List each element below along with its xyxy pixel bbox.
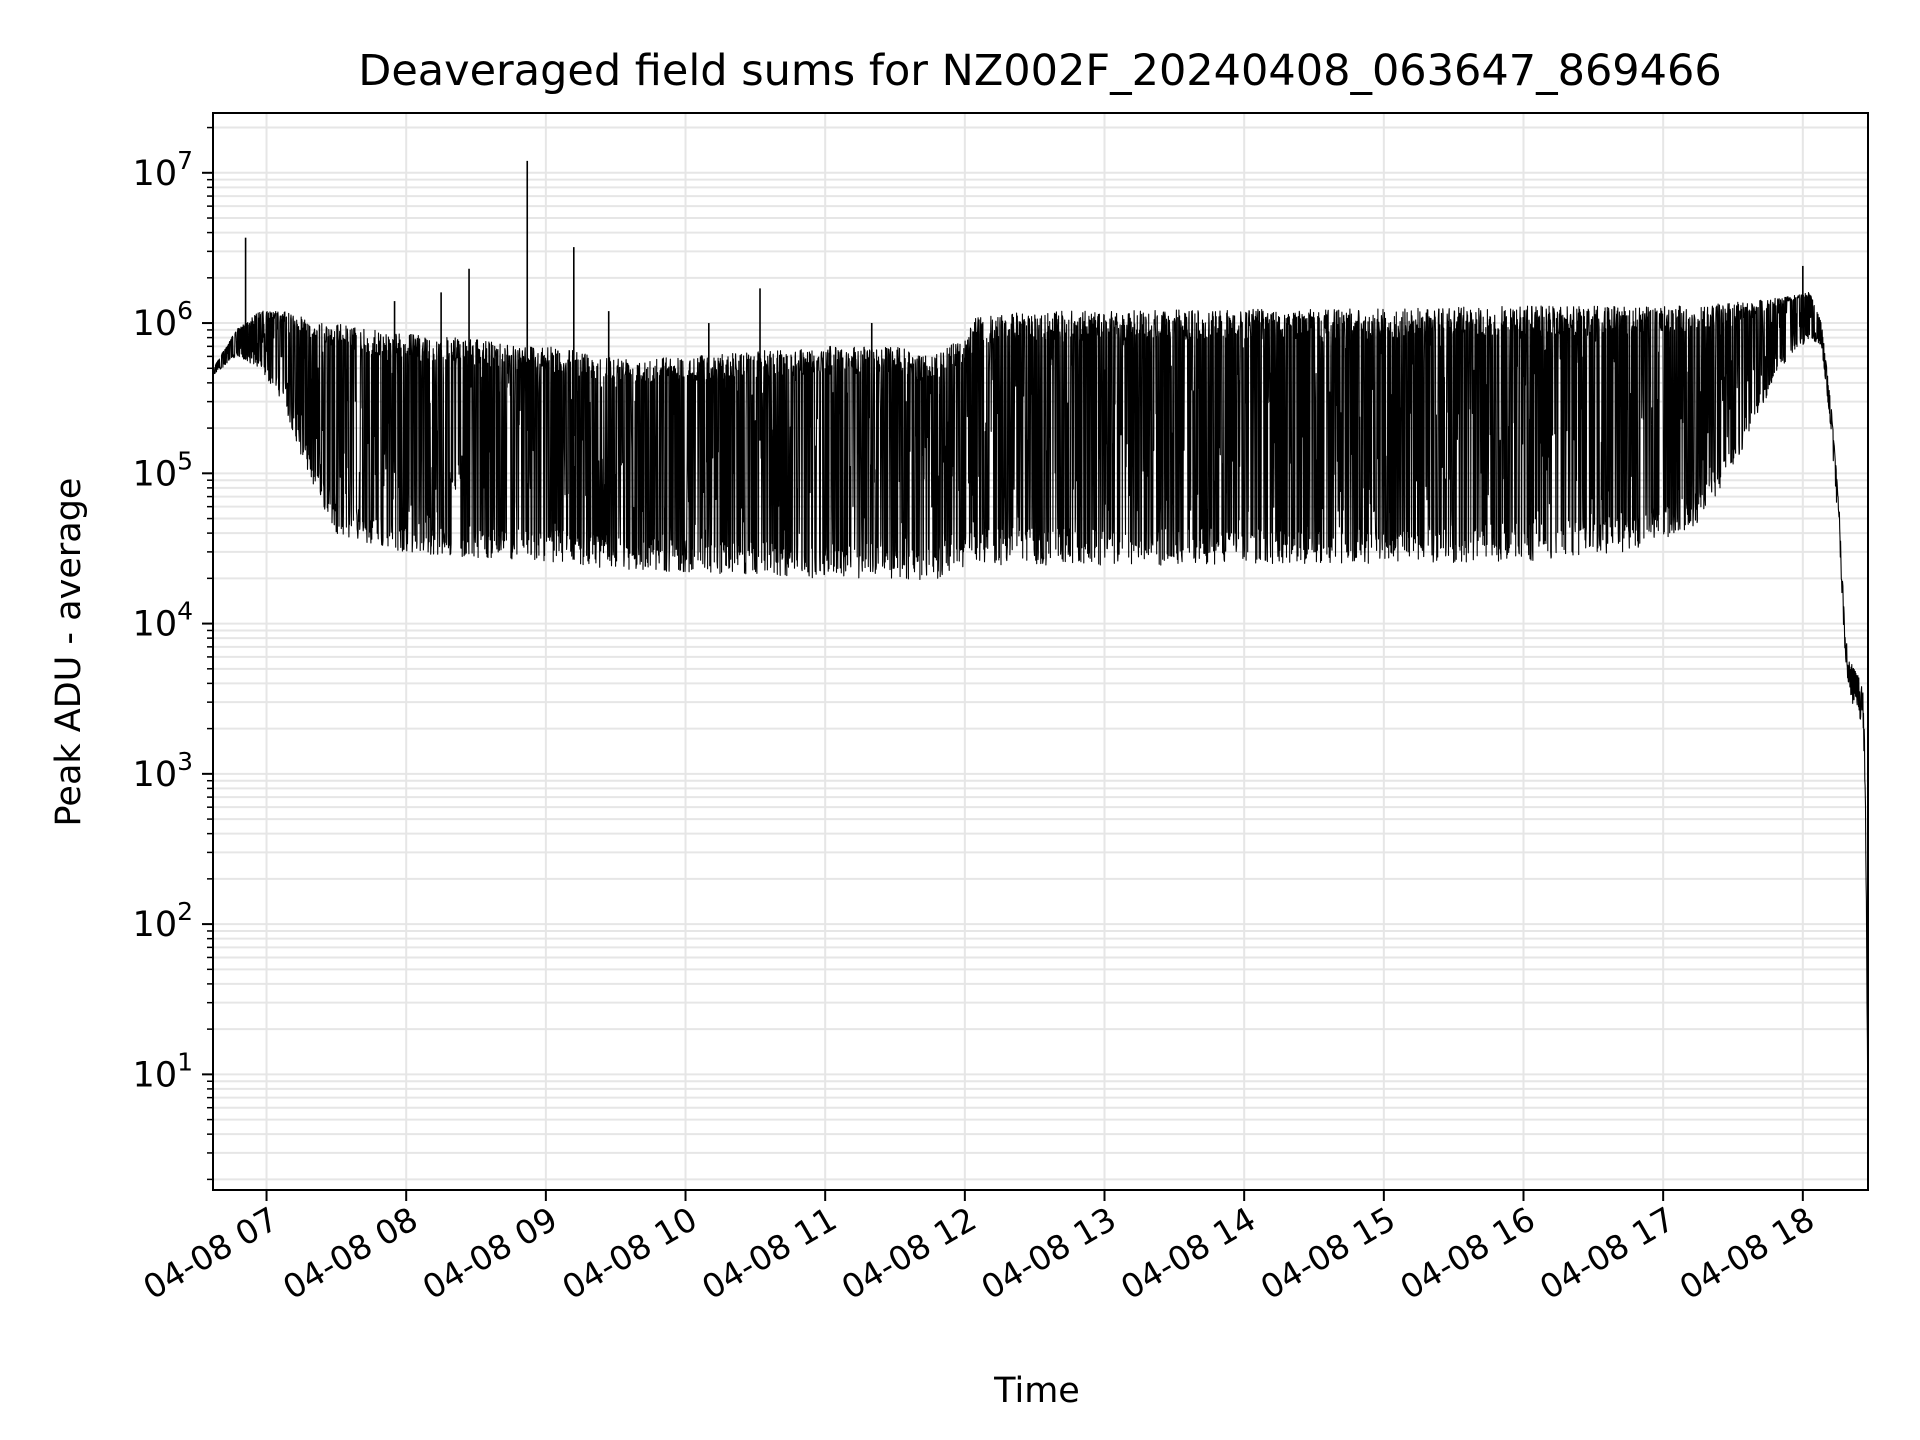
y-tick-label: 101: [133, 1047, 193, 1095]
y-tick-label: 107: [133, 146, 193, 194]
y-tick-exponent: 5: [177, 446, 193, 475]
x-axis-label: Time: [993, 1371, 1080, 1411]
y-tick-label: 102: [133, 897, 193, 945]
y-tick-exponent: 2: [177, 897, 193, 926]
plot-frame: [212, 112, 1869, 1191]
y-tick-label: 106: [133, 296, 193, 344]
y-tick-exponent: 4: [177, 597, 193, 626]
y-tick-exponent: 6: [177, 296, 193, 325]
y-tick-exponent: 7: [177, 146, 193, 175]
y-tick-exponent: 3: [177, 747, 193, 776]
data-series: [212, 160, 1869, 1142]
y-tick-label: 104: [133, 597, 193, 645]
y-tick-label: 105: [133, 446, 193, 494]
series-line: [212, 292, 1869, 1142]
chart-title: Deaveraged field sums for NZ002F_2024040…: [358, 46, 1722, 96]
y-tick-exponent: 1: [177, 1047, 193, 1076]
y-tick-label: 103: [133, 747, 193, 795]
grid: [213, 113, 1868, 1190]
y-axis-label: Peak ADU - average: [49, 478, 89, 827]
